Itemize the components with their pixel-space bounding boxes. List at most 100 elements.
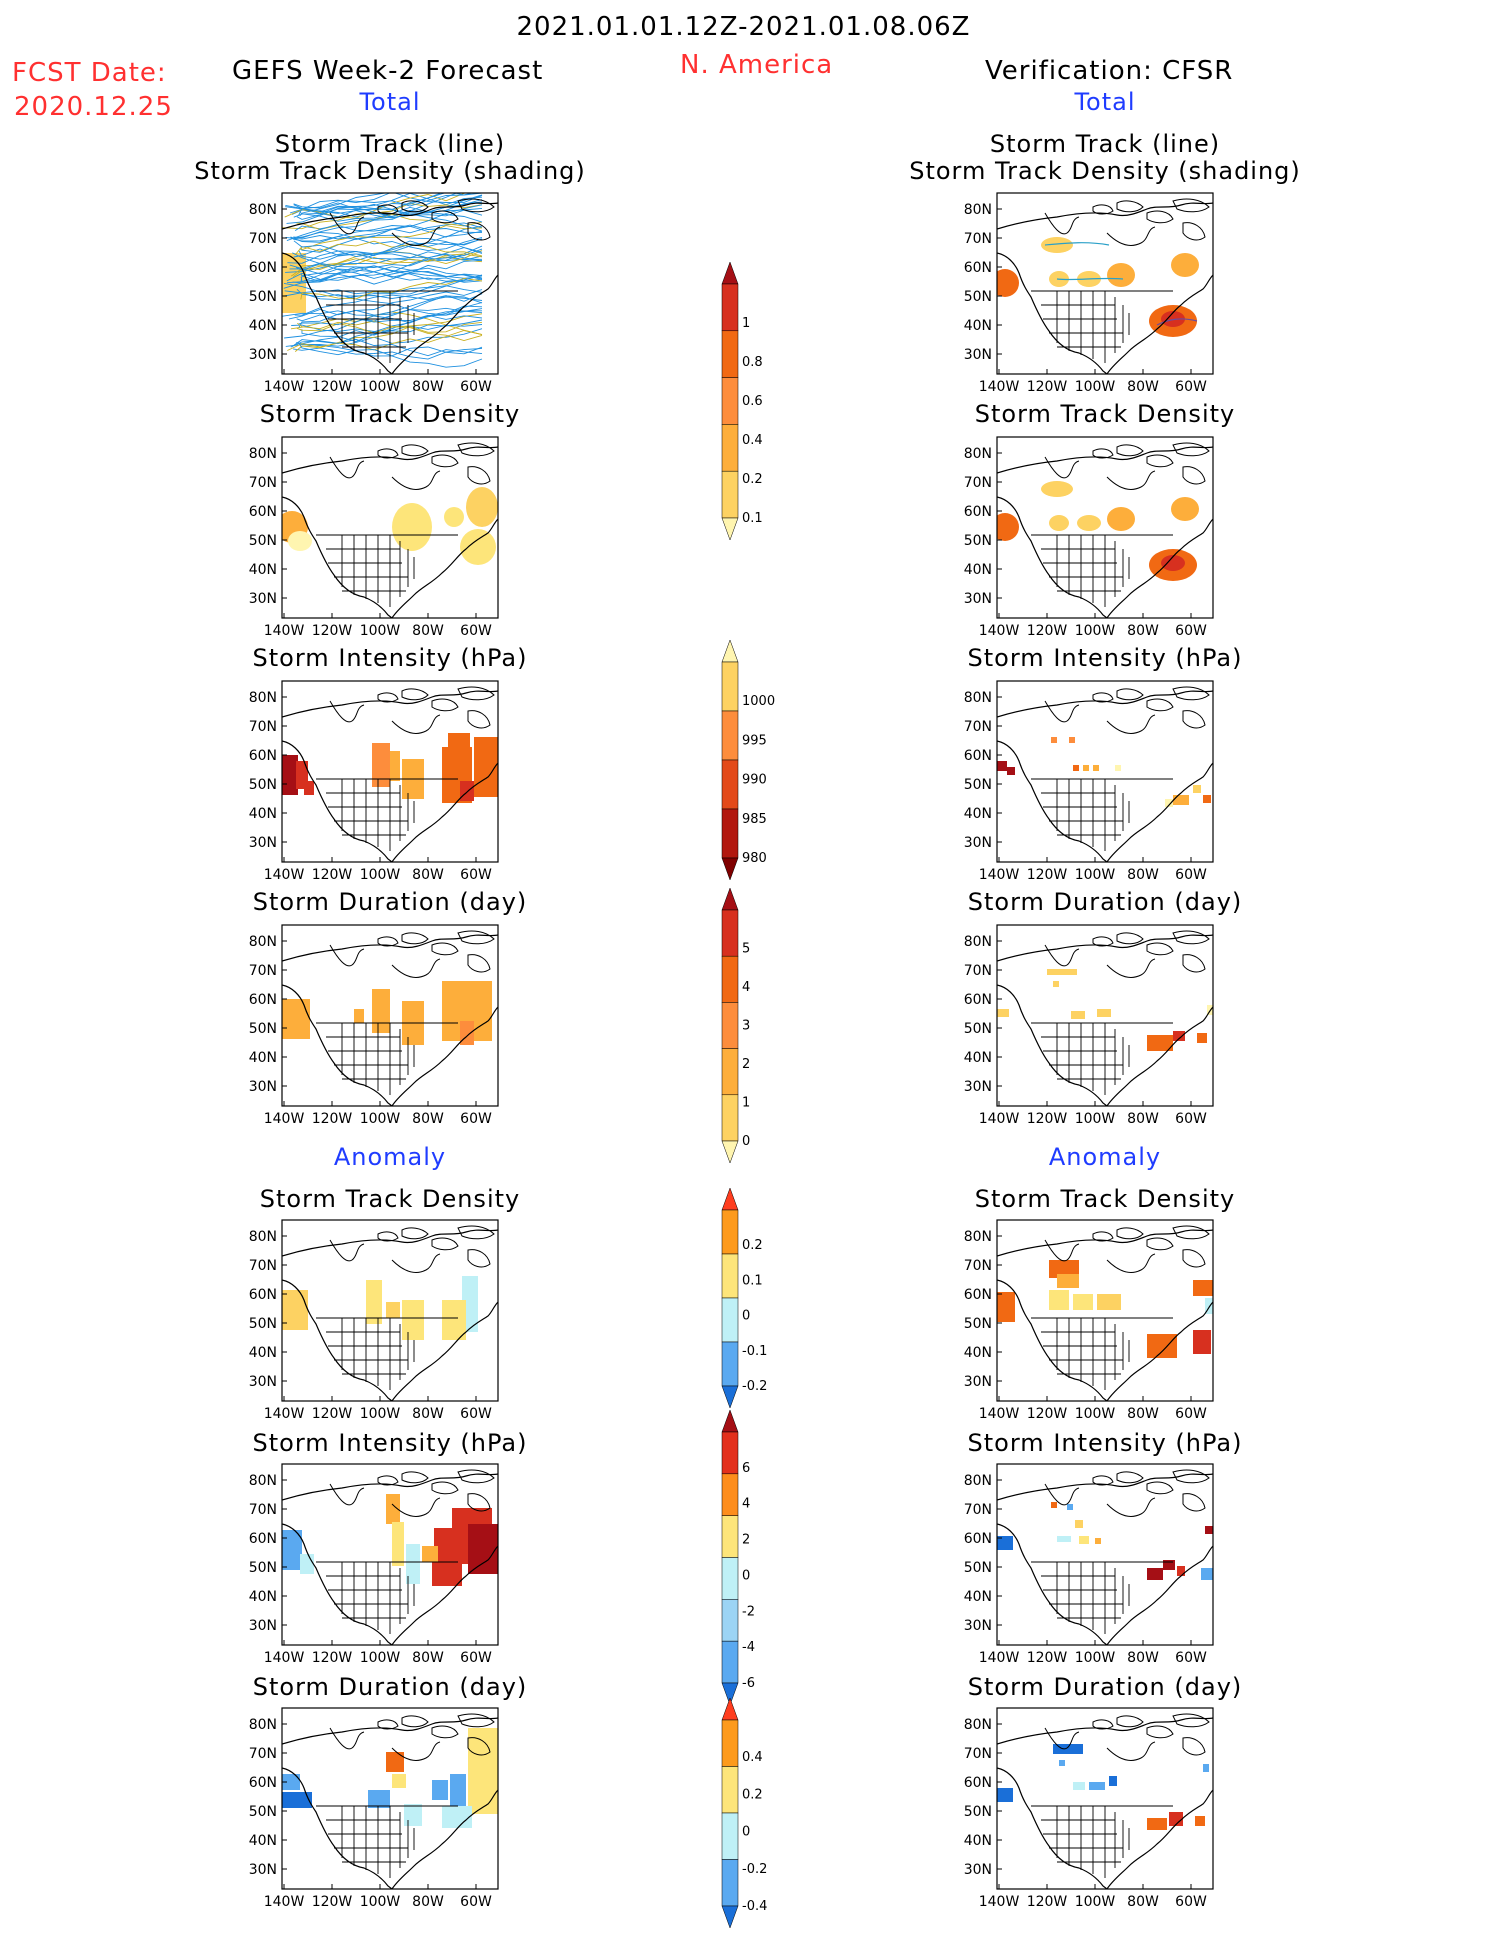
shading-cell [1165, 799, 1173, 807]
storm-track-line [293, 193, 474, 218]
right-column-title: Verification: CFSR [985, 56, 1234, 86]
colorbar-segment [721, 1812, 739, 1860]
lat-tick-label: 60N [964, 260, 992, 276]
lon-tick-label: 140W [264, 1894, 305, 1910]
lat-tick-label: 40N [964, 806, 992, 822]
storm-track-line [282, 296, 483, 317]
title-track-shading-right: Storm Track Density (shading) [909, 157, 1301, 185]
colorbar-top-arrow [721, 1187, 739, 1211]
lon-tick-label: 140W [264, 1406, 305, 1422]
shading-cell [1203, 795, 1211, 803]
lon-tick-label: 120W [1027, 1111, 1068, 1127]
title-track-line-left: Storm Track (line) [274, 130, 506, 158]
colorbar-tick-label: -0.4 [742, 1899, 767, 1914]
shading-cell [997, 1009, 1009, 1017]
lat-tick-label: 70N [249, 719, 277, 735]
storm-track-line [300, 259, 483, 285]
colorbar-tick-label: 2 [742, 1533, 750, 1548]
colorbar-segment [721, 1719, 739, 1767]
shading-cell [1177, 1566, 1185, 1576]
storm-track-line [285, 245, 483, 273]
lat-tick-label: 30N [249, 1079, 277, 1095]
lon-tick-label: 140W [979, 623, 1020, 639]
lon-tick-label: 120W [312, 379, 353, 395]
lat-tick-label: 40N [964, 562, 992, 578]
lat-tick-label: 60N [964, 504, 992, 520]
lat-tick-label: 50N [964, 1021, 992, 1037]
map-density-verification: 80N 70N 60N 50N 40N 30N 140W 120W 100W 80W 60W [955, 429, 1231, 650]
lon-tick-label: 60W [460, 867, 492, 883]
shading-blob [1041, 481, 1073, 497]
lon-tick-label: 140W [979, 867, 1020, 883]
storm-track-line [284, 308, 483, 339]
fcst-label: FCST Date: [12, 58, 167, 88]
lon-tick-label: 80W [412, 1650, 444, 1666]
lat-tick-label: 50N [249, 1804, 277, 1820]
storm-track-line [296, 305, 483, 345]
lat-tick-label: 40N [964, 1589, 992, 1605]
map-duration-forecast: 80N 70N 60N 50N 40N 30N 140W 120W 100W 80W 60W [240, 917, 516, 1138]
colorbar-bottom-arrow [721, 1385, 739, 1409]
colorbar-density-anom: 0.2 0.1 0 -0.1 -0.2 [710, 1187, 790, 1416]
shading-cell [997, 1536, 1013, 1550]
title-density-right: Storm Track Density [974, 400, 1236, 428]
storm-track-line [285, 225, 483, 240]
lon-tick-label: 60W [1175, 867, 1207, 883]
lon-tick-label: 80W [412, 867, 444, 883]
lat-tick-label: 30N [964, 1079, 992, 1095]
lat-tick-label: 40N [964, 1833, 992, 1849]
storm-track-line [295, 263, 483, 281]
shading-blob [1161, 555, 1185, 571]
lat-tick-label: 80N [249, 1717, 277, 1733]
lat-tick-label: 70N [249, 1746, 277, 1762]
storm-track-line [299, 344, 483, 368]
colorbar-segment [721, 1297, 739, 1343]
storm-track-line [300, 266, 483, 282]
lon-tick-label: 60W [1175, 379, 1207, 395]
colorbar-segment [721, 1341, 739, 1387]
lon-tick-label: 120W [1027, 1650, 1068, 1666]
lon-tick-label: 140W [979, 1111, 1020, 1127]
lat-tick-label: 50N [249, 777, 277, 793]
shading-cell [1095, 1538, 1101, 1544]
colorbar-tick-label: 0.6 [742, 394, 763, 409]
lon-tick-label: 80W [1127, 1650, 1159, 1666]
shading-cell [1109, 1776, 1117, 1786]
shading-cell [1097, 1294, 1121, 1310]
lon-tick-label: 60W [460, 1406, 492, 1422]
shading-cell [1049, 1260, 1079, 1278]
lat-tick-label: 50N [249, 1560, 277, 1576]
colorbar-segment [721, 377, 739, 425]
shading-cell [1163, 1560, 1175, 1570]
lat-tick-label: 60N [964, 1531, 992, 1547]
lat-tick-label: 60N [964, 992, 992, 1008]
lon-tick-label: 60W [1175, 1650, 1207, 1666]
lat-tick-label: 50N [964, 1316, 992, 1332]
lon-tick-label: 100W [360, 867, 401, 883]
lon-tick-label: 60W [460, 623, 492, 639]
shading-cell [448, 733, 470, 753]
lat-tick-label: 30N [964, 1862, 992, 1878]
colorbar-tick-label: 3 [742, 1019, 750, 1034]
lon-tick-label: 140W [264, 379, 305, 395]
storm-track-line [296, 314, 483, 323]
lon-tick-label: 100W [1075, 1650, 1116, 1666]
shading-cell [997, 1292, 1015, 1322]
shading-cell [1073, 1782, 1085, 1790]
colorbar-segment [721, 710, 739, 761]
colorbar-segment [721, 330, 739, 378]
lat-tick-label: 80N [249, 1473, 277, 1489]
colorbar-bottom-arrow [721, 857, 739, 881]
lat-tick-label: 40N [249, 562, 277, 578]
storm-track-line [292, 204, 483, 242]
lat-tick-label: 60N [249, 260, 277, 276]
lat-tick-label: 30N [249, 591, 277, 607]
colorbar-segment [721, 1515, 739, 1558]
map-anom-duration-forecast: 80N 70N 60N 50N 40N 30N 140W 120W 100W 80W 60W [240, 1700, 516, 1921]
fcst-date: 2020.12.25 [14, 92, 173, 122]
lat-tick-label: 60N [964, 1775, 992, 1791]
coastline [997, 686, 1213, 862]
storm-track-line [292, 265, 483, 284]
shading-cell [1097, 1009, 1111, 1017]
colorbar-tick-label: 1000 [742, 694, 775, 709]
